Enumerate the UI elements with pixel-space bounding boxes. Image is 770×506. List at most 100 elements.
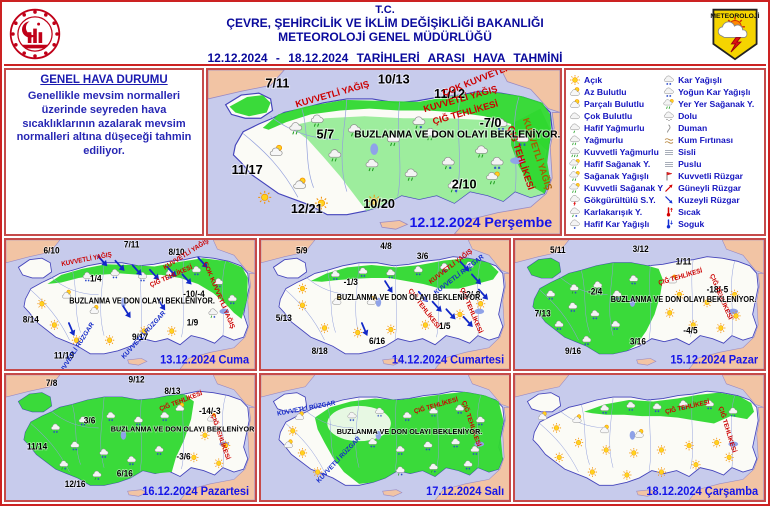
- legend-item-label: Yağmurlu: [584, 135, 624, 145]
- turkey-thrace-outline: [17, 257, 53, 279]
- legend-item-label: Hafif Kar Yağışlı: [584, 219, 650, 229]
- temperature-label: -12/-8: [458, 289, 480, 299]
- map-date-label: 15.12.2024 Pazar: [671, 353, 759, 367]
- legend-item: Açık: [569, 74, 663, 86]
- neighbor-land: [260, 240, 315, 264]
- temperature-label: 2/10: [452, 178, 477, 192]
- legend-item: Kum Fırtınası: [663, 134, 761, 146]
- temperature-label: -18/-5: [707, 284, 729, 294]
- temperature-label: -14/-3: [199, 406, 221, 416]
- temperature-label: 6/16: [369, 336, 385, 346]
- hail-icon: [663, 110, 675, 122]
- legend-item: Güneyli Rüzgar: [663, 182, 761, 194]
- temperature-label: 7/13: [535, 308, 551, 318]
- legend-item: Duman: [663, 122, 761, 134]
- province-border: [540, 289, 580, 341]
- lake-van: [219, 308, 230, 314]
- province-border: [397, 101, 401, 197]
- freeze-warning-text: BUZLANMA VE DON OLAYI BEKLENİYOR.: [336, 293, 482, 302]
- legend-item-label: Parçalı Bulutlu: [584, 99, 645, 109]
- legend-item-label: Gökgürültülü S.Y.: [584, 195, 656, 205]
- legend-item: Sisli: [663, 146, 761, 158]
- temperature-label: 9/12: [128, 375, 144, 384]
- legend-item: Dolu: [663, 110, 761, 122]
- province-border: [355, 397, 360, 468]
- temperature-label: 8/14: [23, 314, 39, 324]
- temperature-label: 11/12: [434, 87, 465, 101]
- province-border: [30, 423, 70, 473]
- neighbor-land: [467, 240, 510, 274]
- forecast-map-thursday: 7/11 10/13 11/12 5/7 -7/0 11/17 12/21 10/20 2/10…: [206, 68, 562, 236]
- header-directorate: METEOROLOJİ GENEL MÜDÜRLÜĞÜ: [278, 29, 492, 44]
- province-border: [50, 410, 99, 429]
- turkey-thrace-outline: [272, 392, 307, 413]
- temperature-label: 5/9: [296, 245, 308, 255]
- map-date-label: 13.12.2024 Cuma: [160, 353, 249, 367]
- rain-region: [511, 108, 552, 194]
- province-border: [649, 399, 652, 472]
- cold-icon: [663, 218, 675, 230]
- legend-item-label: Güneyli Rüzgar: [678, 183, 742, 193]
- legend-item-label: Soguk: [678, 219, 705, 229]
- province-border: [72, 404, 81, 465]
- neighbor-land: [379, 220, 409, 230]
- legend-item-label: Duman: [678, 123, 708, 133]
- province-border: [609, 397, 614, 468]
- cloud-icon: [569, 110, 581, 122]
- province-border: [301, 108, 314, 188]
- temperature-label: 8/18: [311, 345, 327, 355]
- freeze-warning-text: BUZLANMA VE DON OLAYI BEKLENİYOR.: [69, 296, 215, 305]
- lake-van: [474, 441, 484, 447]
- province-border: [50, 276, 99, 295]
- legend-item: Kar Yağışlı: [663, 74, 761, 86]
- temperature-label: 9/17: [132, 332, 148, 342]
- province-border: [731, 395, 736, 468]
- clear-patch: [326, 405, 391, 442]
- weather-map: 5/9 4/83/6-1/3-12/-85/131/56/168/18KUVVET…: [260, 240, 510, 369]
- legend-item-label: Sıcak: [678, 207, 701, 217]
- legend-item: Yağmurlu: [569, 134, 663, 146]
- neighbor-land: [722, 240, 765, 274]
- legend-panel: Açık Az Bulutlu Parçalı Bulutlu Çok Bulutlu…: [564, 68, 766, 236]
- rain-region: [584, 392, 755, 424]
- partly-icon: [569, 98, 581, 110]
- neighbor-land: [127, 489, 148, 497]
- neighbor-land: [208, 70, 285, 100]
- lake-tuz: [120, 430, 127, 440]
- province-border: [341, 98, 348, 192]
- weather-map: 5/11 3/121/11-2/4 -18/-57/13-4/53/169/16ÇI…: [515, 240, 765, 369]
- forecast-map-tuesday: ÇIĞ TEHLİKESİ ÇIĞ TEHLİKESİ KUVVETLİ RÜZGA…: [258, 373, 512, 502]
- shower-icon: [569, 158, 581, 170]
- legend-item: Yoğun Kar Yağışlı: [663, 86, 761, 98]
- legend-item-label: Karlakarışık Y.: [584, 207, 643, 217]
- temperature-label: 1/4: [90, 273, 102, 283]
- neighbor-land: [689, 407, 765, 500]
- province-border: [690, 394, 694, 470]
- legend-item: Az Bulutlu: [569, 86, 663, 98]
- turkey-thrace-outline: [272, 257, 307, 279]
- neighbor-land: [6, 375, 61, 398]
- temperature-label: 3/6: [84, 415, 96, 425]
- province-border: [181, 394, 185, 470]
- lake-tuz: [375, 297, 381, 307]
- province-border: [326, 270, 336, 333]
- neighbor-land: [467, 375, 510, 408]
- province-border: [304, 410, 354, 429]
- province-border: [514, 96, 520, 192]
- temperature-label: 5/7: [317, 128, 335, 142]
- legend-item: Hafif Yağmurlu: [569, 122, 663, 134]
- forecast-map-sunday: 5/11 3/12 1/11 -2/4 -18/-5 7/13 -4/5 3/16 9/16 ÇI…: [513, 238, 767, 371]
- legend-item-label: Kuvvetli Rüzgar: [678, 171, 744, 181]
- temperature-label: 7/11: [265, 76, 289, 90]
- partly-icon: [569, 86, 581, 98]
- neighbor-land: [636, 358, 657, 366]
- fog-icon: [663, 158, 675, 170]
- temperature-label: 10/13: [378, 73, 410, 87]
- temperature-label: 7/8: [46, 378, 58, 388]
- legend-item: Kuvvetli Rüzgar: [663, 170, 761, 182]
- temperature-label: 9/16: [565, 345, 581, 355]
- temperature-label: 5/11: [550, 245, 566, 255]
- temperature-label: 11/19: [54, 350, 74, 360]
- province-border: [139, 399, 142, 472]
